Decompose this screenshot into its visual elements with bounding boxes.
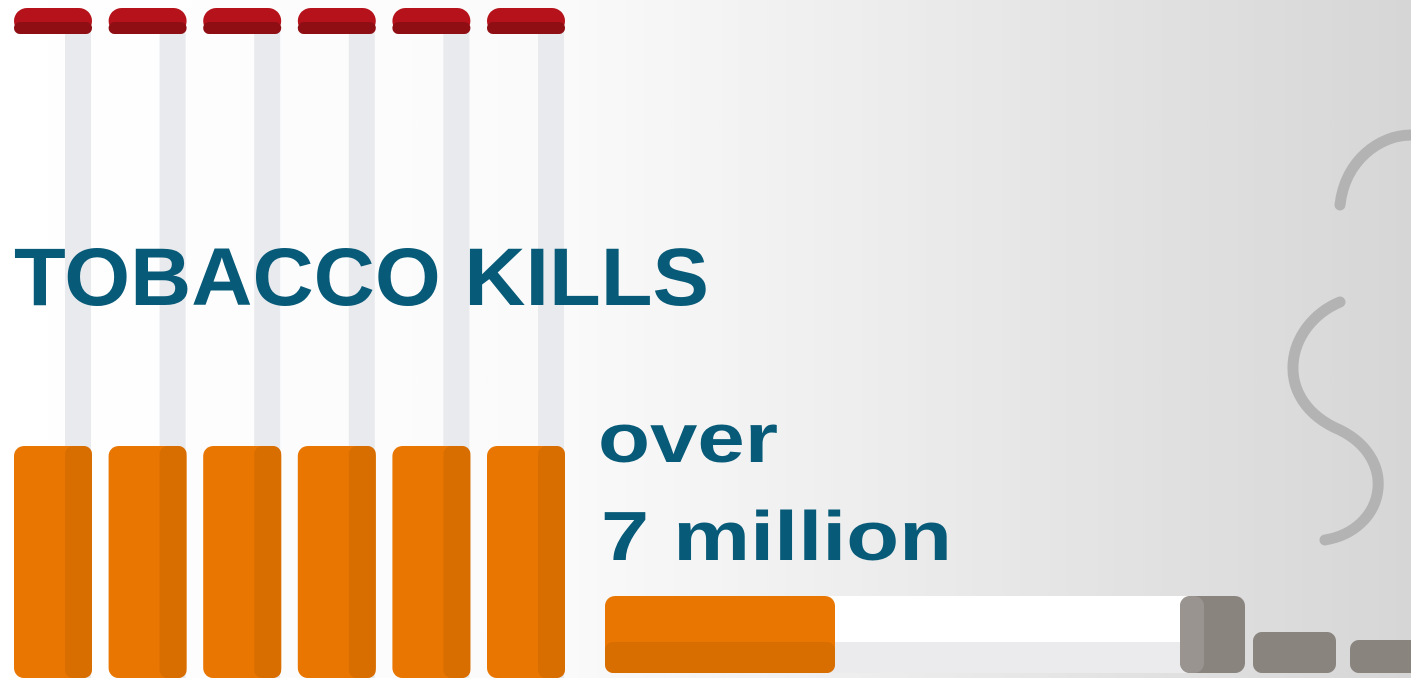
filter-shadow <box>348 446 376 678</box>
cigarette-shadow <box>820 642 1200 673</box>
smoke <box>1287 129 1411 546</box>
smoke-curve <box>1287 296 1384 546</box>
match-tip-shade <box>392 22 471 34</box>
filter-shadow <box>159 446 187 678</box>
title: TOBACCO KILLS <box>14 232 709 323</box>
ash-piece <box>1253 632 1336 673</box>
filter-shadow <box>605 642 835 673</box>
cigarettes <box>14 8 565 678</box>
match-tip-shade <box>487 22 565 34</box>
match-tip-shade <box>14 22 92 34</box>
lying-cigarette <box>605 596 1411 673</box>
subtitle: 7 million <box>601 497 952 575</box>
filter-shadow <box>65 446 92 678</box>
smoke-curve <box>1334 129 1411 211</box>
filter-shadow <box>254 446 282 678</box>
ash-piece <box>1350 640 1411 673</box>
match-tip-shade <box>108 22 187 34</box>
filter-shadow <box>443 446 471 678</box>
match-tip-shade <box>203 22 282 34</box>
match-tip-shade <box>297 22 376 34</box>
subtitle: over <box>598 399 778 477</box>
ash-highlight <box>1180 596 1204 673</box>
filter-shadow <box>538 446 565 678</box>
